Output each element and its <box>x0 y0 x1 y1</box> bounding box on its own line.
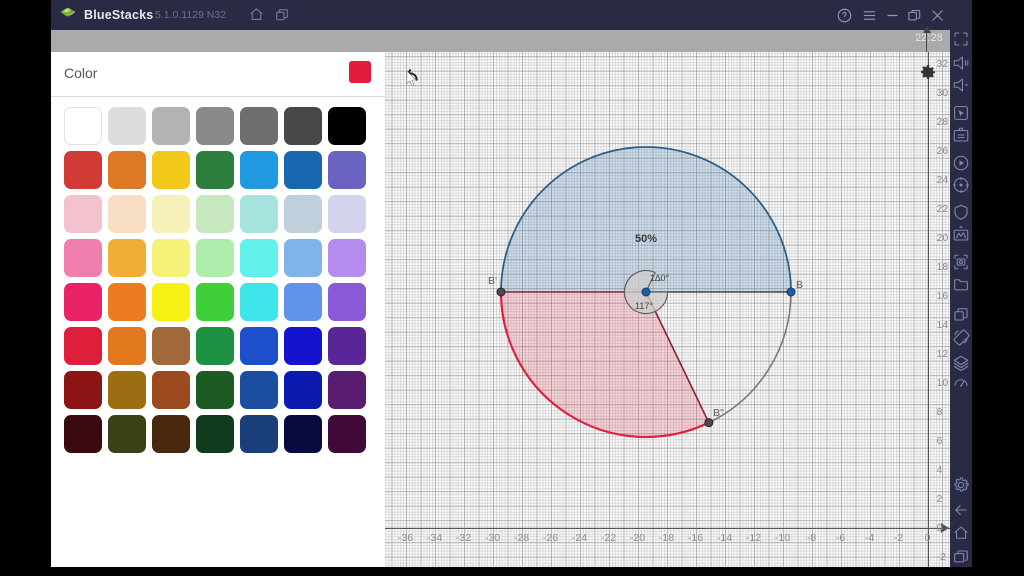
svg-text:117°: 117° <box>635 301 653 311</box>
svg-text:B'': B'' <box>713 407 724 419</box>
svg-text:B: B <box>796 279 803 291</box>
svg-text:1∆0°: 1∆0° <box>650 273 670 283</box>
svg-text:50%: 50% <box>635 233 657 245</box>
svg-text:B': B' <box>488 275 497 287</box>
